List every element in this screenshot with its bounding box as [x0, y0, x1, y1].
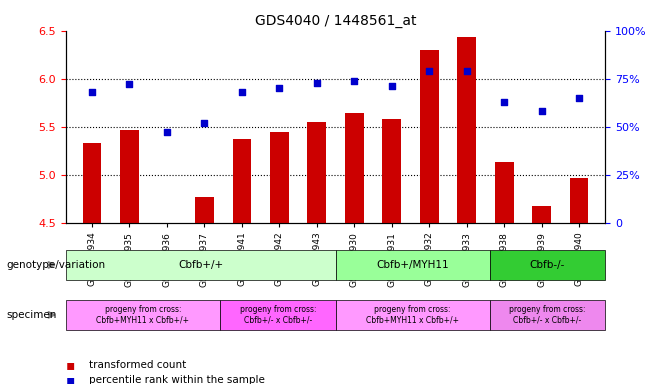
- Text: progeny from cross:
Cbfb+MYH11 x Cbfb+/+: progeny from cross: Cbfb+MYH11 x Cbfb+/+: [96, 305, 190, 324]
- Bar: [232, 139, 251, 223]
- Point: [349, 78, 359, 84]
- Point: [424, 68, 434, 74]
- Bar: [420, 50, 439, 223]
- Bar: [120, 130, 139, 223]
- Text: progeny from cross:
Cbfb+/- x Cbfb+/-: progeny from cross: Cbfb+/- x Cbfb+/-: [240, 305, 316, 324]
- Point: [199, 120, 210, 126]
- Bar: [457, 38, 476, 223]
- Point: [574, 95, 584, 101]
- Text: Cbfb+/+: Cbfb+/+: [178, 260, 223, 270]
- Bar: [307, 122, 326, 223]
- Point: [386, 83, 397, 89]
- Text: Cbfb+/MYH11: Cbfb+/MYH11: [376, 260, 449, 270]
- Bar: [345, 113, 364, 223]
- Bar: [382, 119, 401, 223]
- Point: [274, 85, 285, 91]
- Text: ▪: ▪: [66, 373, 75, 384]
- Text: percentile rank within the sample: percentile rank within the sample: [89, 375, 265, 384]
- Point: [499, 99, 509, 105]
- Point: [536, 108, 547, 114]
- Point: [312, 79, 322, 86]
- Text: transformed count: transformed count: [89, 360, 186, 370]
- Title: GDS4040 / 1448561_at: GDS4040 / 1448561_at: [255, 14, 417, 28]
- Text: ▪: ▪: [66, 358, 75, 372]
- Bar: [532, 207, 551, 223]
- Bar: [570, 177, 588, 223]
- Text: progeny from cross:
Cbfb+/- x Cbfb+/-: progeny from cross: Cbfb+/- x Cbfb+/-: [509, 305, 586, 324]
- Point: [237, 89, 247, 95]
- Text: progeny from cross:
Cbfb+MYH11 x Cbfb+/+: progeny from cross: Cbfb+MYH11 x Cbfb+/+: [366, 305, 459, 324]
- Point: [162, 129, 172, 136]
- Point: [87, 89, 97, 95]
- Bar: [83, 143, 101, 223]
- Bar: [495, 162, 513, 223]
- Bar: [270, 132, 289, 223]
- Text: Cbfb-/-: Cbfb-/-: [530, 260, 565, 270]
- Text: specimen: specimen: [7, 310, 57, 320]
- Point: [461, 68, 472, 74]
- Point: [124, 81, 135, 88]
- Bar: [195, 197, 214, 223]
- Text: genotype/variation: genotype/variation: [7, 260, 106, 270]
